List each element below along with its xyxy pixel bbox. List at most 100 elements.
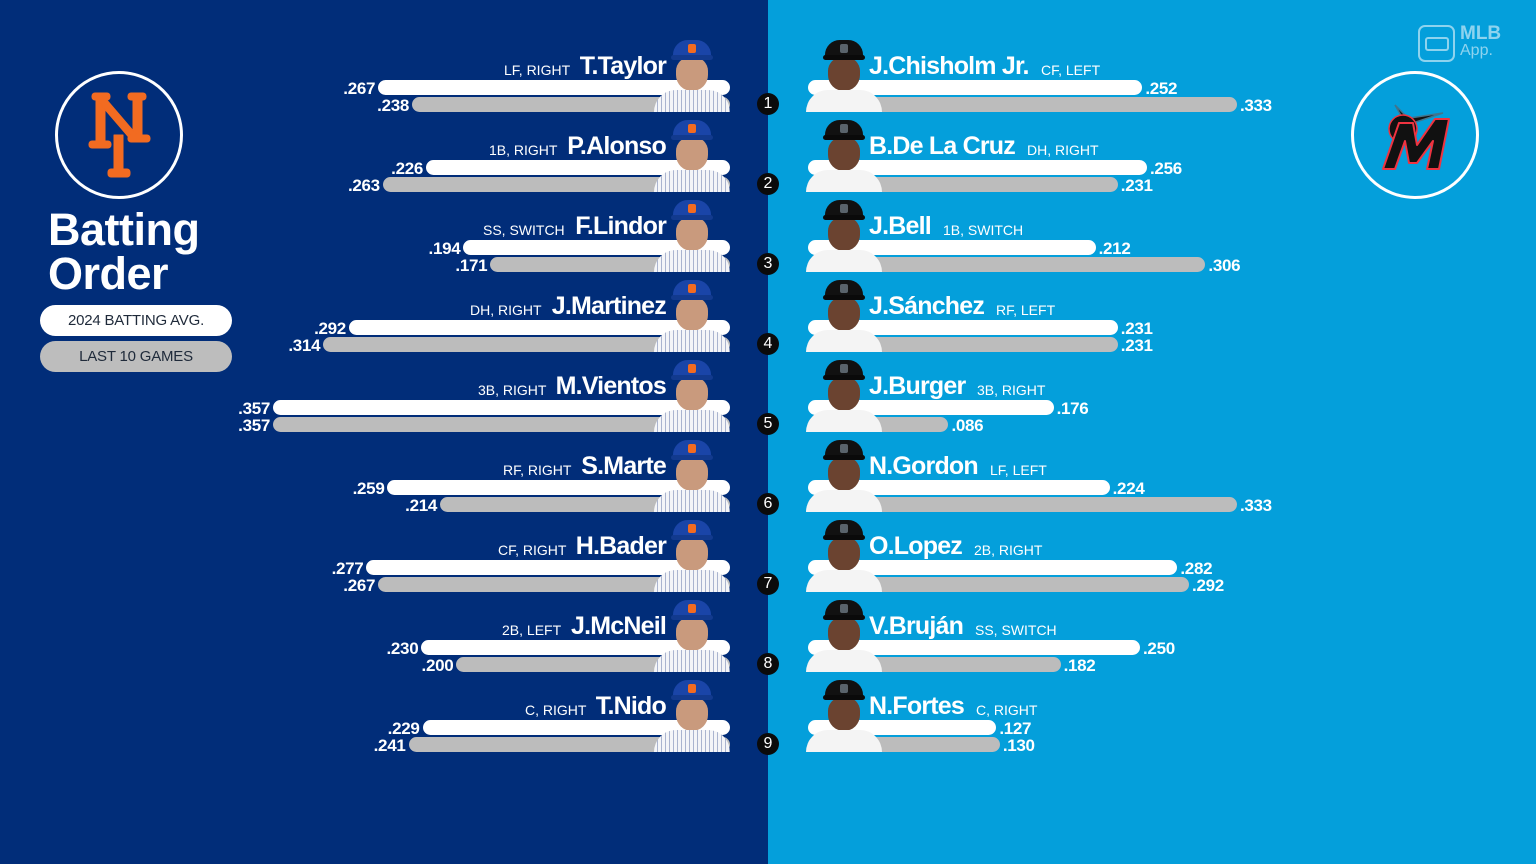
marlins-player-photo <box>806 40 882 112</box>
mets-player-position: DH, RIGHT <box>470 302 542 318</box>
mets-season-avg: .259 <box>352 479 385 498</box>
mets-player-position: RF, RIGHT <box>503 462 572 478</box>
marlins-player-position: C, RIGHT <box>976 702 1038 718</box>
mets-player-photo <box>654 280 730 352</box>
mlb-app-branding: MLB App. <box>1418 24 1501 62</box>
marlins-last10-bar <box>808 257 1206 272</box>
marlins-season-avg: .250 <box>1143 639 1175 658</box>
marlins-player-position: RF, LEFT <box>996 302 1056 318</box>
batting-order-number: 3 <box>757 253 779 275</box>
mets-cap-logo-icon <box>688 204 696 213</box>
mets-last10-avg: .263 <box>347 176 380 195</box>
marlins-season-bar <box>808 240 1096 255</box>
marlins-player-photo <box>806 520 882 592</box>
legend-season-avg: 2024 BATTING AVG. <box>40 305 232 336</box>
mets-season-bar <box>387 480 730 495</box>
mets-season-bar <box>426 160 730 175</box>
mets-cap-logo-icon <box>688 364 696 373</box>
mets-season-avg: .277 <box>331 559 364 578</box>
mets-season-bar <box>422 720 730 735</box>
marlins-logo-icon <box>1351 71 1479 199</box>
marlins-last10-bar <box>808 97 1237 112</box>
mets-player-position: 2B, LEFT <box>502 622 562 638</box>
mets-season-bar <box>273 400 730 415</box>
mets-last10-bar <box>408 737 730 752</box>
marlins-last10-bar <box>808 577 1190 592</box>
mets-last10-bar <box>273 417 730 432</box>
mets-player-name: T.Taylor <box>579 52 667 80</box>
mets-season-bar <box>348 320 730 335</box>
mets-player-position: C, RIGHT <box>525 702 587 718</box>
marlins-player-name: J.Bell <box>869 212 932 240</box>
marlins-player-name: N.Gordon <box>869 452 979 480</box>
marlins-season-avg: .252 <box>1145 79 1178 98</box>
mets-season-avg: .194 <box>428 239 461 258</box>
mets-player-position: 1B, RIGHT <box>489 142 558 158</box>
marlins-cap-logo-icon <box>840 204 848 213</box>
marlins-player-name: J.Sánchez <box>869 292 985 320</box>
marlins-player-photo <box>806 200 882 272</box>
marlins-player-position: 2B, RIGHT <box>974 542 1043 558</box>
mets-last10-bar <box>378 577 730 592</box>
mets-season-avg: .292 <box>314 319 346 338</box>
marlins-season-bar <box>808 80 1143 95</box>
marlins-player-photo <box>806 120 882 192</box>
marlins-last10-avg: .231 <box>1120 176 1153 195</box>
marlins-player-name: O.Lopez <box>869 532 963 560</box>
mets-player-photo <box>654 200 730 272</box>
marlins-last10-avg: .333 <box>1239 496 1272 515</box>
batting-order-number: 7 <box>757 573 779 595</box>
marlins-player-photo <box>806 440 882 512</box>
batting-order-number: 9 <box>757 733 779 755</box>
mets-player-position: SS, SWITCH <box>483 222 565 238</box>
mets-season-avg: .357 <box>238 399 271 418</box>
marlins-last10-avg: .231 <box>1120 336 1153 355</box>
mets-last10-avg: .267 <box>343 576 376 595</box>
mlb-app-sublabel: App. <box>1460 42 1493 59</box>
marlins-last10-bar <box>808 337 1118 352</box>
lineup-row-4: .292 .314 J.Martinez DH, RIGHT 4 .231 .2… <box>0 280 1536 360</box>
lineup-row-2: .226 .263 P.Alonso 1B, RIGHT 2 .256 .231… <box>0 120 1536 200</box>
mets-season-avg: .226 <box>391 159 424 178</box>
mets-player-name: F.Lindor <box>575 212 667 240</box>
mets-player-name: T.Nido <box>595 692 667 720</box>
batting-order-number: 2 <box>757 173 779 195</box>
marlins-player-position: CF, LEFT <box>1041 62 1101 78</box>
marlins-player-position: 3B, RIGHT <box>977 382 1046 398</box>
mets-last10-avg: .214 <box>405 496 438 515</box>
marlins-season-avg: .231 <box>1120 319 1153 338</box>
mets-last10-avg: .171 <box>455 256 488 275</box>
mets-logo-icon <box>55 71 183 199</box>
mets-season-bar <box>366 560 730 575</box>
mets-player-photo <box>654 40 730 112</box>
title-line-1: Batting <box>48 204 200 255</box>
mets-player-photo <box>654 360 730 432</box>
batting-order-number: 6 <box>757 493 779 515</box>
marlins-last10-avg: .130 <box>1002 736 1035 755</box>
mets-cap-logo-icon <box>688 444 696 453</box>
mets-player-name: H.Bader <box>575 532 667 560</box>
marlins-season-bar <box>808 160 1147 175</box>
marlins-player-name: V.Bruján <box>869 612 964 640</box>
marlins-player-position: DH, RIGHT <box>1027 142 1099 158</box>
mets-last10-avg: .357 <box>238 416 271 435</box>
mets-last10-avg: .241 <box>373 736 406 755</box>
mets-last10-bar <box>412 97 730 112</box>
mets-season-avg: .229 <box>387 719 420 738</box>
lineup-row-6: .259 .214 S.Marte RF, RIGHT 6 .224 .333 … <box>0 440 1536 520</box>
marlins-player-photo <box>806 600 882 672</box>
marlins-cap-logo-icon <box>840 44 848 53</box>
mets-cap-logo-icon <box>688 44 696 53</box>
mets-cap-logo-icon <box>688 284 696 293</box>
lineup-row-7: .277 .267 H.Bader CF, RIGHT 7 .282 .292 … <box>0 520 1536 600</box>
mets-player-position: LF, RIGHT <box>504 62 571 78</box>
marlins-last10-avg: .306 <box>1208 256 1241 275</box>
mets-season-bar <box>421 640 730 655</box>
mets-last10-bar <box>323 337 730 352</box>
lineup-row-9: .229 .241 T.Nido C, RIGHT 9 .127 .130 N.… <box>0 680 1536 760</box>
mets-season-avg: .267 <box>343 79 376 98</box>
marlins-cap-logo-icon <box>840 604 848 613</box>
marlins-player-position: 1B, SWITCH <box>943 222 1024 238</box>
marlins-season-avg: .127 <box>999 719 1032 738</box>
marlins-last10-avg: .333 <box>1239 96 1272 115</box>
